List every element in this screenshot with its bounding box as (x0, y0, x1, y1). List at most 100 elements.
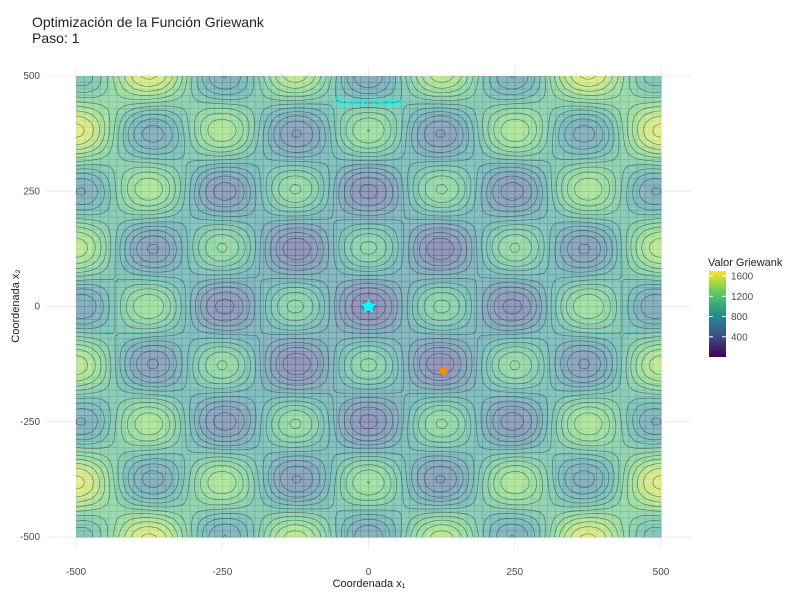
heatmap-cell (311, 133, 321, 141)
heatmap-cell (181, 197, 191, 205)
heatmap-cell (392, 389, 402, 397)
heatmap-cell (108, 82, 118, 90)
heatmap-cell (466, 108, 475, 116)
heatmap-cell (319, 172, 329, 180)
heatmap-cell (141, 402, 150, 410)
heatmap-cell (76, 300, 85, 308)
heatmap-cell (522, 376, 532, 384)
heatmap-cell (449, 159, 459, 167)
heatmap-cell (360, 248, 370, 256)
heatmap-cell (531, 191, 540, 199)
heatmap-cell (417, 338, 426, 346)
heatmap-cell (344, 274, 353, 282)
heatmap-cell (344, 229, 353, 237)
heatmap-cell (344, 351, 353, 359)
heatmap-cell (157, 152, 166, 160)
heatmap-cell (141, 152, 150, 160)
heatmap-cell (279, 312, 288, 320)
heatmap-cell (360, 280, 370, 288)
heatmap-cell (417, 517, 426, 525)
heatmap-cell (254, 274, 264, 282)
heatmap-cell (596, 184, 605, 192)
heatmap-cell (392, 332, 402, 340)
heatmap-cell (474, 466, 483, 474)
heatmap-cell (555, 511, 565, 519)
heatmap-cell (401, 216, 410, 224)
heatmap-cell (214, 332, 223, 340)
heatmap-cell (100, 178, 110, 186)
heatmap-cell (295, 370, 305, 378)
heatmap-cell (433, 261, 443, 269)
heatmap-cell (514, 204, 524, 212)
heatmap-cell (612, 319, 621, 327)
heatmap-cell (92, 210, 101, 218)
heatmap-cell (295, 511, 305, 519)
heatmap-cell (449, 357, 459, 365)
heatmap-cell (522, 101, 532, 109)
heatmap-cell (376, 140, 386, 148)
heatmap-cell (197, 293, 207, 301)
heatmap-cell (596, 140, 605, 148)
heatmap-cell (287, 351, 296, 359)
heatmap-cell (579, 300, 589, 308)
heatmap-cell (206, 216, 215, 224)
heatmap-cell (539, 242, 548, 250)
heatmap-cell (206, 434, 215, 442)
heatmap-cell (76, 357, 85, 365)
heatmap-cell (441, 184, 451, 192)
heatmap-cell (392, 383, 402, 391)
heatmap-cell (466, 242, 475, 250)
heatmap-cell (457, 472, 467, 480)
heatmap-cell (84, 332, 93, 340)
heatmap-cell (181, 108, 191, 116)
heatmap-cell (319, 453, 329, 461)
heatmap-cell (303, 383, 313, 391)
heatmap-cell (392, 140, 402, 148)
heatmap-cell (100, 383, 110, 391)
heatmap-cell (295, 120, 305, 128)
heatmap-cell (141, 332, 150, 340)
heatmap-cell (417, 479, 426, 487)
heatmap-cell (116, 255, 126, 263)
heatmap-cell (417, 428, 426, 436)
heatmap-cell (587, 402, 597, 410)
heatmap-cell (433, 236, 443, 244)
heatmap-cell (506, 332, 516, 340)
heatmap-cell (490, 127, 500, 135)
heatmap-cell (238, 472, 248, 480)
heatmap-cell (457, 415, 467, 423)
heatmap-cell (254, 389, 264, 397)
heatmap-cell (157, 440, 166, 448)
heatmap-cell (214, 197, 223, 205)
heatmap-cell (84, 223, 93, 231)
heatmap-cell (360, 210, 370, 218)
heatmap-cell (555, 383, 565, 391)
heatmap-cell (92, 370, 101, 378)
heatmap-cell (392, 76, 402, 83)
heatmap-cell (392, 396, 402, 404)
heatmap-cell (547, 140, 556, 148)
heatmap-cell (490, 517, 500, 525)
heatmap-cell (271, 434, 280, 442)
heatmap-cell (409, 453, 418, 461)
heatmap-cell (238, 498, 248, 506)
heatmap-cell (327, 530, 337, 538)
heatmap-cell (449, 312, 459, 320)
heatmap-cell (124, 306, 134, 314)
heatmap-cell (490, 88, 500, 96)
heatmap-cell (157, 447, 166, 455)
heatmap-cell (344, 95, 353, 103)
heatmap-cell (360, 108, 370, 116)
heatmap-cell (368, 351, 378, 359)
chart-subtitle: Paso: 1 (32, 30, 80, 46)
heatmap-cell (547, 325, 556, 333)
heatmap-cell (563, 261, 573, 269)
heatmap-cell (352, 428, 361, 436)
heatmap-cell (84, 76, 93, 83)
heatmap-cell (449, 351, 459, 359)
heatmap-cell (262, 498, 272, 506)
heatmap-cell (238, 159, 248, 167)
heatmap-cell (409, 82, 418, 90)
heatmap-cell (620, 172, 630, 180)
heatmap-cell (506, 210, 516, 218)
